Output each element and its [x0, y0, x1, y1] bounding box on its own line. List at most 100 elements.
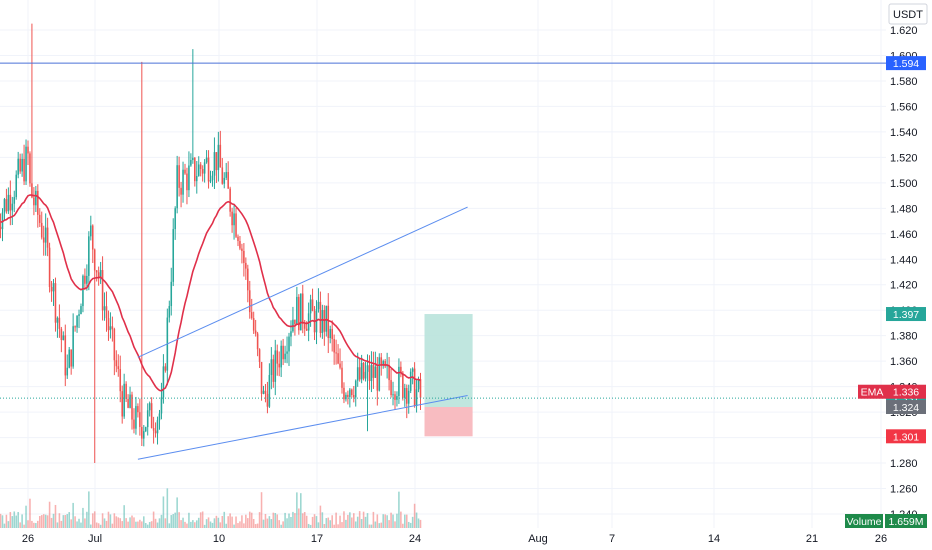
candle-body [74, 326, 76, 328]
volume-bar [117, 517, 120, 528]
candle-body [213, 152, 216, 176]
price-tick-label: 1.580 [890, 76, 918, 88]
candle-body [256, 333, 259, 350]
volume-bar [178, 512, 180, 528]
candle-body [107, 318, 110, 331]
volume-bar [13, 511, 16, 528]
volume-bar [40, 515, 43, 528]
volume-bar [268, 516, 271, 528]
price-axis-background [886, 0, 932, 550]
lower-trendline[interactable] [137, 395, 468, 460]
candle-body [382, 361, 384, 366]
candle-body [90, 225, 92, 237]
stop-zone[interactable] [424, 407, 473, 437]
volume-bar [394, 521, 396, 528]
volume-bar [398, 491, 400, 528]
candle-body [321, 310, 324, 333]
volume-bar [235, 516, 237, 528]
candle-body [354, 380, 357, 398]
target-price-tag [886, 307, 926, 322]
volume-bar [315, 516, 318, 528]
volume-bar [247, 518, 249, 528]
volume-bar [327, 517, 330, 528]
volume-bar [91, 513, 94, 528]
upper-trendline[interactable] [137, 206, 468, 358]
volume-bar [97, 523, 100, 528]
candle-body [290, 331, 292, 337]
volume-bar [115, 516, 118, 528]
drawing-lines[interactable] [0, 62, 886, 460]
volume-bar [292, 511, 294, 528]
volume-bar [52, 513, 55, 528]
candle-body [58, 317, 61, 329]
volume-bar [311, 516, 314, 528]
volume-bar [190, 521, 192, 528]
candle-body [333, 339, 335, 353]
candle-body [84, 275, 86, 284]
volume-bar [48, 501, 51, 528]
volume-bar [84, 518, 86, 528]
volume-bar [388, 520, 390, 528]
volume-bar [105, 520, 108, 528]
volume-bar [143, 516, 145, 528]
candle-body [46, 227, 49, 248]
price-axis-ticks: 1.2401.2601.2801.3001.3201.3401.3601.380… [890, 25, 918, 521]
volume-bar [56, 522, 59, 528]
volume-bar [135, 521, 137, 528]
ema-line-group [0, 194, 421, 392]
candle-body [398, 366, 400, 397]
candle-body [40, 222, 43, 238]
candle-body [404, 387, 406, 398]
volume-bar [99, 524, 102, 528]
candle-body [392, 394, 394, 396]
candle-body [117, 366, 120, 370]
volume-bar [374, 521, 377, 528]
volume-bar [156, 522, 159, 528]
candle-body [229, 188, 231, 212]
position-zones [424, 314, 473, 437]
volume-bar [0, 513, 2, 528]
candle-body [329, 328, 332, 338]
volume-bar [215, 515, 218, 528]
candle-body [68, 349, 70, 368]
volume-bar [390, 512, 392, 528]
candle-body [215, 152, 218, 171]
candle-body [311, 299, 314, 312]
volume-bar [144, 523, 147, 528]
candle-body [309, 299, 312, 314]
volume-bar [250, 512, 253, 528]
candle-body [243, 250, 245, 263]
candle-body [378, 357, 381, 391]
volume-bar [60, 520, 63, 528]
price-tick-label: 1.520 [890, 152, 918, 164]
volume-bar [74, 516, 76, 528]
volume-bar [123, 505, 125, 528]
volume-bar [360, 519, 363, 528]
level-price-tag [886, 56, 926, 71]
candle-body [11, 203, 14, 211]
volume-bar [152, 511, 155, 528]
volume-bar [231, 516, 233, 528]
volume-bar [356, 516, 359, 528]
candle-body [123, 383, 125, 417]
candle-body [62, 335, 65, 341]
candle-body [50, 287, 53, 292]
price-tick-label: 1.360 [890, 356, 918, 368]
volume-bar [404, 514, 406, 528]
volume-bar [392, 514, 394, 528]
candle-body [356, 367, 359, 381]
candle-body [349, 389, 351, 397]
volume-bar [378, 523, 381, 528]
volume-bar [203, 524, 206, 528]
volume-bar [305, 515, 308, 528]
currency-button[interactable] [888, 3, 928, 25]
volume-bar [168, 523, 171, 528]
target-zone[interactable] [424, 314, 473, 408]
volume-bar [1, 515, 4, 528]
candle-body [197, 164, 200, 176]
volume-bar [262, 519, 265, 528]
candle-body [219, 144, 222, 168]
volume-bar [158, 518, 161, 528]
